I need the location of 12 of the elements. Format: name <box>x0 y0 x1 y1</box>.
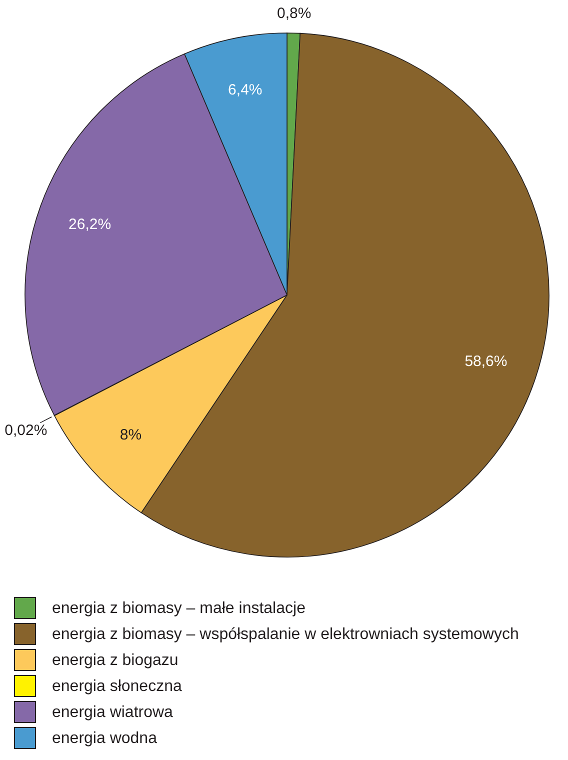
data-label: 0,02% <box>4 422 48 440</box>
data-label: 8% <box>120 426 142 444</box>
legend-label: energia wodna <box>52 730 158 747</box>
legend-label: energia z biomasy – współspalanie w elektrowniach systemowych <box>52 626 519 643</box>
legend-label: energia z biomasy – małe instalacje <box>52 600 306 617</box>
legend-label: energia wiatrowa <box>52 704 174 721</box>
data-label: 6,4% <box>228 82 262 99</box>
legend-label: energia z biogazu <box>52 652 178 669</box>
legend-label: energia słoneczna <box>52 678 182 695</box>
data-label: 0,8% <box>276 5 312 22</box>
data-label: 58,6% <box>464 352 508 370</box>
data-label: 26,2% <box>68 216 112 233</box>
